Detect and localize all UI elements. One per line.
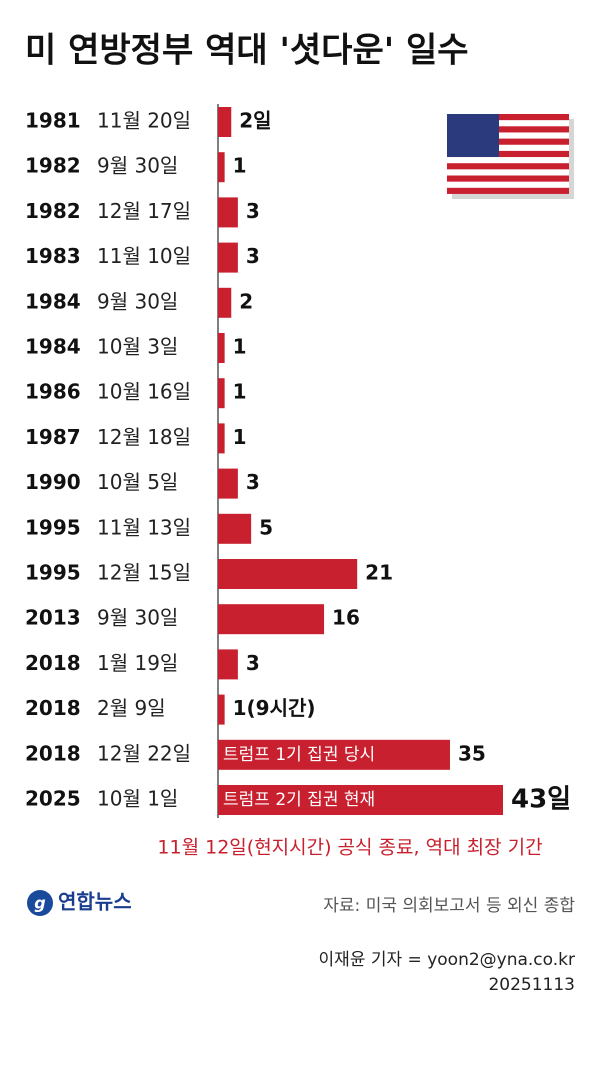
year-label: 1982 xyxy=(25,199,81,223)
bar xyxy=(218,559,358,589)
value-label: 1 xyxy=(233,154,247,178)
value-label: 1 xyxy=(233,380,247,404)
bar xyxy=(218,242,238,273)
bar xyxy=(218,287,232,318)
footnote: 11월 12일(현지시간) 공식 종료, 역대 최장 기간 xyxy=(157,837,542,859)
value-label: 5 xyxy=(259,515,273,539)
chart-title: 미 연방정부 역대 '셧다운' 일수 xyxy=(25,31,469,71)
bar xyxy=(218,649,238,680)
bar xyxy=(218,604,325,635)
logo: g xyxy=(27,890,53,916)
bar-annotation: 트럼프 2기 집권 현재 xyxy=(223,790,375,810)
bar xyxy=(218,468,238,499)
date-label: 10월 16일 xyxy=(97,380,191,404)
value-label: 43일 xyxy=(511,785,571,815)
bar xyxy=(218,739,450,770)
date-label: 11월 13일 xyxy=(97,515,191,539)
date-label: 1월 19일 xyxy=(97,651,178,675)
date-label: 11월 10일 xyxy=(97,244,191,268)
bar xyxy=(218,152,225,183)
date-label: 9월 30일 xyxy=(97,606,178,630)
value-label: 1 xyxy=(233,425,247,449)
date-label: 12월 18일 xyxy=(97,425,191,449)
bar xyxy=(218,197,238,228)
date-label: 10월 1일 xyxy=(97,787,178,811)
date-label: 9월 30일 xyxy=(97,289,178,313)
bar xyxy=(218,423,225,454)
date-label: 12월 22일 xyxy=(97,741,191,765)
year-label: 2018 xyxy=(25,651,81,675)
value-label: 1(9시간) xyxy=(233,696,316,720)
year-label: 1982 xyxy=(25,154,81,178)
credit: 이재윤 기자 = yoon2@yna.co.kr xyxy=(319,950,575,970)
bar xyxy=(218,694,225,725)
bar xyxy=(218,107,232,137)
value-label: 3 xyxy=(246,199,260,223)
value-label: 2 xyxy=(239,289,253,313)
value-label: 1 xyxy=(233,335,247,359)
value-label: 16 xyxy=(332,606,360,630)
year-label: 1995 xyxy=(25,561,81,585)
logo-text: 연합뉴스 xyxy=(58,890,132,914)
source: 자료: 미국 의회보고서 등 외신 종합 xyxy=(323,896,575,916)
year-label: 1984 xyxy=(25,289,81,313)
year-label: 2025 xyxy=(25,787,81,811)
date-label: 9월 30일 xyxy=(97,154,178,178)
value-label: 2일 xyxy=(239,109,271,133)
svg-text:g: g xyxy=(34,894,45,913)
us-flag xyxy=(447,114,574,199)
bar xyxy=(218,785,503,815)
bar-annotation: 트럼프 1기 집권 당시 xyxy=(223,745,375,765)
date-label: 10월 3일 xyxy=(97,335,178,359)
date-label: 10월 5일 xyxy=(97,470,178,494)
value-label: 3 xyxy=(246,244,260,268)
date-label: 11월 20일 xyxy=(97,109,191,133)
year-label: 1987 xyxy=(25,425,81,449)
year-label: 1983 xyxy=(25,244,81,268)
year-label: 1984 xyxy=(25,335,81,359)
date-label: 12월 17일 xyxy=(97,199,191,223)
date: 20251113 xyxy=(488,975,575,995)
year-label: 1981 xyxy=(25,109,81,133)
year-label: 2018 xyxy=(25,696,81,720)
year-label: 1990 xyxy=(25,470,81,494)
year-label: 1986 xyxy=(25,380,81,404)
value-label: 3 xyxy=(246,651,260,675)
bar xyxy=(218,513,252,544)
date-label: 2월 9일 xyxy=(97,696,166,720)
value-label: 21 xyxy=(365,561,393,585)
year-label: 2013 xyxy=(25,606,81,630)
year-label: 2018 xyxy=(25,741,81,765)
value-label: 35 xyxy=(458,741,486,765)
year-label: 1995 xyxy=(25,515,81,539)
date-label: 12월 15일 xyxy=(97,561,191,585)
value-label: 3 xyxy=(246,470,260,494)
bar xyxy=(218,333,225,363)
bar xyxy=(218,378,225,409)
